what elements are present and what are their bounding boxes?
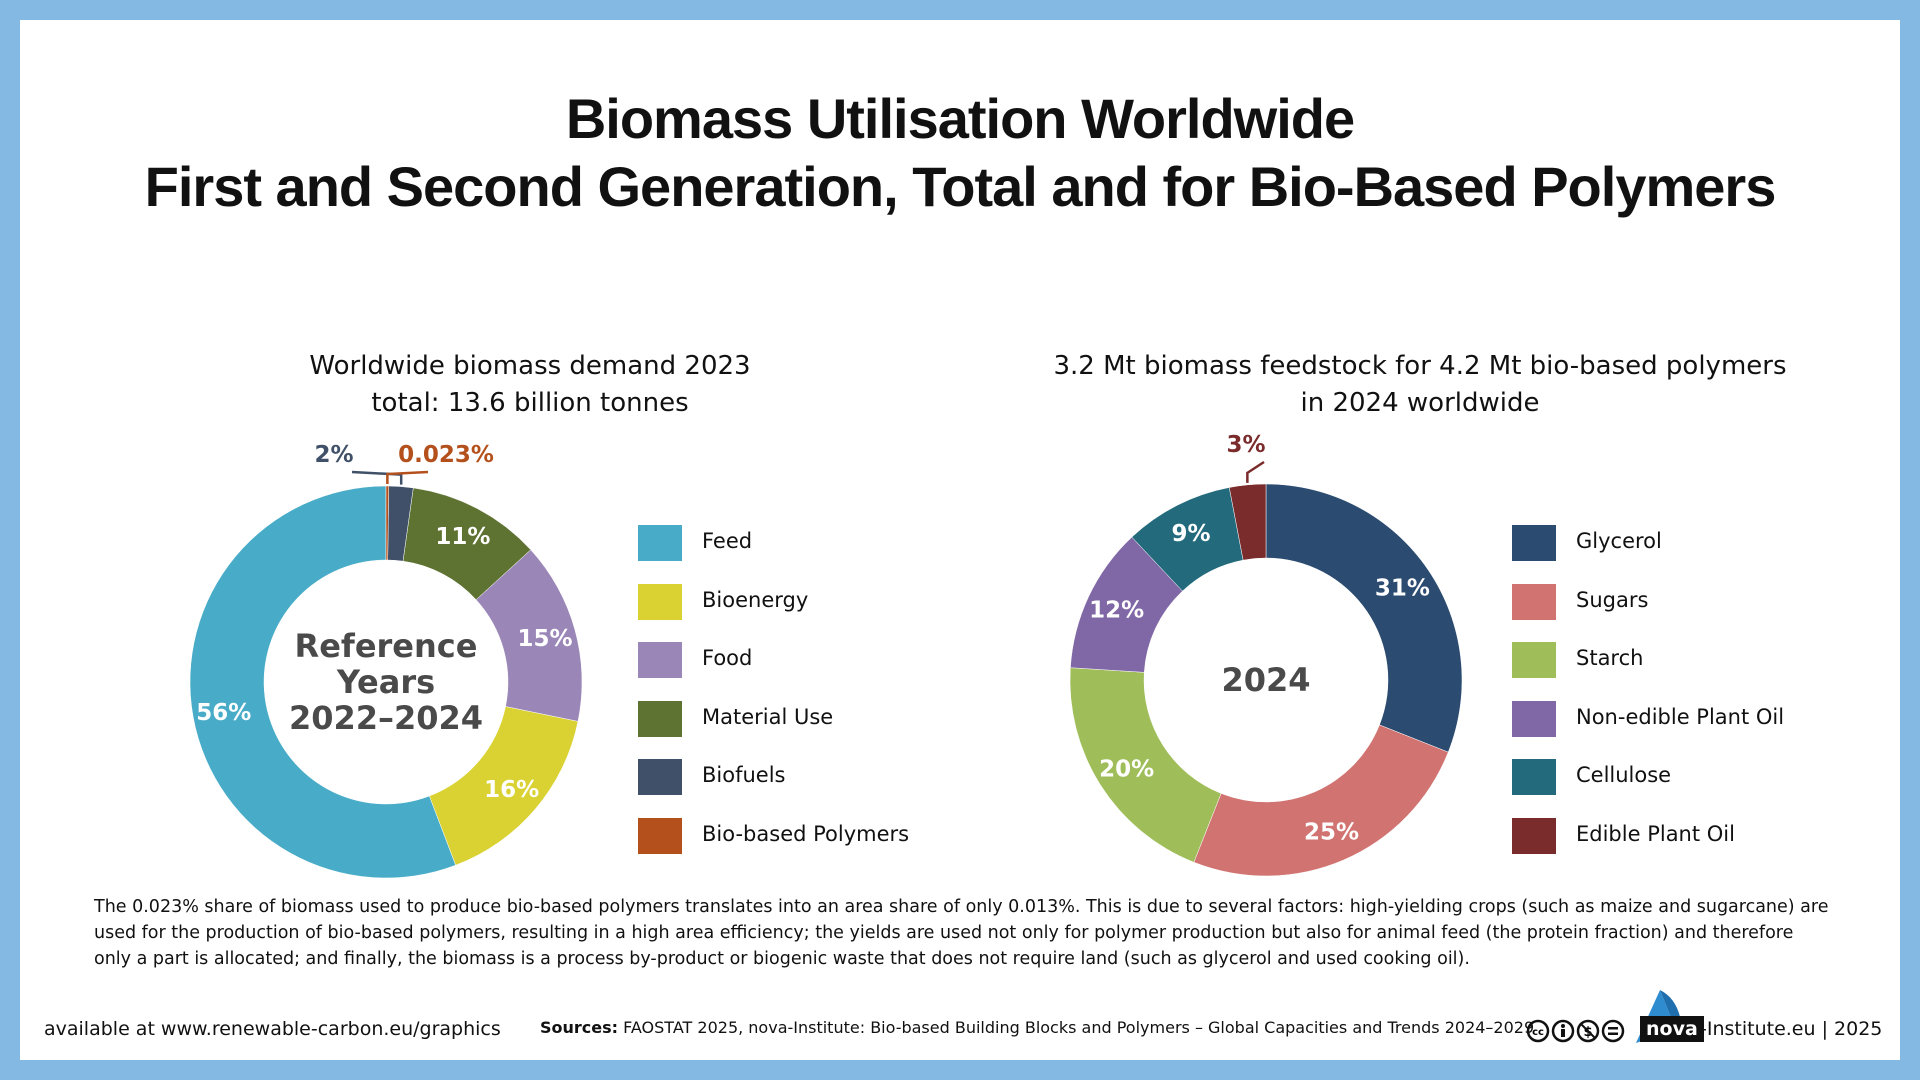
main-title-line1: Biomass Utilisation Worldwide xyxy=(565,87,1355,150)
left-label-biofuels: 2% xyxy=(314,442,353,468)
left-slice-biofuels xyxy=(387,485,414,562)
left-legend-label: Bio-based Polymers xyxy=(702,822,910,846)
nd-icon xyxy=(1601,1019,1625,1043)
right-legend-label: Edible Plant Oil xyxy=(1576,822,1735,846)
right-label-glycerol: 31% xyxy=(1375,575,1430,601)
right-legend-swatch xyxy=(1512,642,1556,679)
left-leader-biofuels xyxy=(351,470,403,485)
right-legend-label: Non-edible Plant Oil xyxy=(1576,704,1785,729)
left-donut: 56% 16% 15% 11% 2% 0.023% ReferenceYears2022–2… xyxy=(189,442,583,879)
left-legend: Feed Bioenergy Food Material Use Biofuels Bio… xyxy=(638,525,958,865)
left-slice-food xyxy=(475,549,583,722)
left-label-feed: 56% xyxy=(196,700,251,726)
svg-text:cc: cc xyxy=(1532,1027,1544,1038)
right-legend-label: Sugars xyxy=(1576,587,1649,612)
left-legend-swatch xyxy=(638,759,682,796)
left-chart-subtitle: Worldwide biomass demand 2023 total: 13.… xyxy=(210,348,850,422)
left-label-food: 15% xyxy=(518,626,573,652)
left-slice-feed xyxy=(189,485,457,879)
right-legend-swatch xyxy=(1512,525,1556,561)
left-center-text-line1: Reference xyxy=(295,627,478,665)
right-legend-label: Glycerol xyxy=(1576,529,1662,553)
license-icons: cc $ xyxy=(1526,1019,1625,1043)
left-legend-swatch xyxy=(638,700,682,737)
right-label-non-edible-plant-oil: 12% xyxy=(1089,598,1144,624)
left-legend-swatch xyxy=(638,642,682,679)
left-label-bioenergy: 16% xyxy=(484,777,539,803)
left-legend-swatch xyxy=(638,525,682,561)
left-legend-label: Feed xyxy=(702,529,753,553)
right-leader-edible-plant-oil xyxy=(1246,460,1265,483)
right-label-starch: 20% xyxy=(1099,756,1154,782)
left-slice-bioenergy xyxy=(429,706,579,866)
left-center-text-line2: Years xyxy=(336,663,435,701)
left-legend-label: Material Use xyxy=(702,704,834,729)
svg-text:$: $ xyxy=(1583,1025,1592,1040)
left-legend-label: Biofuels xyxy=(702,763,786,788)
sources-label: Sources: xyxy=(540,1018,619,1037)
right-chart-subtitle-line2: in 2024 worldwide xyxy=(1300,388,1540,418)
cc-icon: cc xyxy=(1526,1019,1550,1043)
right-legend: Glycerol Sugars Starch Non-edible Plant Oil… xyxy=(1512,525,1872,865)
left-slice-material-use xyxy=(402,487,532,601)
right-slice-edible-plant-oil xyxy=(1228,483,1267,561)
explanatory-note: The 0.023% share of biomass used to prod… xyxy=(94,897,1829,969)
left-legend-label: Bioenergy xyxy=(702,587,809,612)
left-center-text-line3: 2022–2024 xyxy=(289,699,483,737)
left-label-bio-based-polymers: 0.023% xyxy=(398,442,494,468)
right-legend-swatch xyxy=(1512,700,1556,737)
right-slice-starch xyxy=(1069,667,1222,863)
nova-website-year: -Institute.eu | 2025 xyxy=(1700,1018,1883,1040)
left-label-material-use: 11% xyxy=(435,524,490,550)
right-slice-sugars xyxy=(1193,724,1449,877)
right-label-cellulose: 9% xyxy=(1172,521,1211,547)
sources-body: FAOSTAT 2025, nova-Institute: Bio-based … xyxy=(623,1018,1535,1037)
left-leader-bio-based-polymers xyxy=(386,470,429,485)
left-slice-bio-based-polymers xyxy=(385,485,389,561)
left-legend-swatch xyxy=(638,818,682,854)
right-label-sugars: 25% xyxy=(1304,819,1359,845)
right-slice-glycerol xyxy=(1265,483,1463,753)
left-legend-swatch xyxy=(638,583,682,620)
left-chart-subtitle-line1: Worldwide biomass demand 2023 xyxy=(309,351,751,381)
right-chart-subtitle-line1: 3.2 Mt biomass feedstock for 4.2 Mt bio-… xyxy=(1053,351,1787,381)
main-title-line2: First and Second Generation, Total and f… xyxy=(144,155,1777,218)
right-donut: 31% 25% 20% 12% 9% 3% 2024 xyxy=(1069,432,1463,877)
left-chart-subtitle-line2: total: 13.6 billion tonnes xyxy=(371,388,689,418)
left-legend-label: Food xyxy=(702,646,753,671)
by-icon xyxy=(1551,1019,1575,1043)
nc-icon: $ xyxy=(1576,1019,1600,1043)
right-center-text-line1: 2024 xyxy=(1221,661,1310,699)
right-legend-label: Starch xyxy=(1576,646,1644,671)
right-legend-label: Cellulose xyxy=(1576,763,1672,788)
availability-text: available at www.renewable-carbon.eu/gra… xyxy=(44,1018,501,1040)
nova-logo-box: nova xyxy=(1640,1016,1704,1042)
right-legend-swatch xyxy=(1512,583,1556,620)
right-legend-swatch xyxy=(1512,759,1556,796)
right-legend-swatch xyxy=(1512,818,1556,854)
right-label-edible-plant-oil: 3% xyxy=(1226,432,1265,458)
right-chart-subtitle: 3.2 Mt biomass feedstock for 4.2 Mt bio-… xyxy=(1020,348,1820,422)
sources-text: Sources: FAOSTAT 2025, nova-Institute: B… xyxy=(540,1018,1534,1037)
